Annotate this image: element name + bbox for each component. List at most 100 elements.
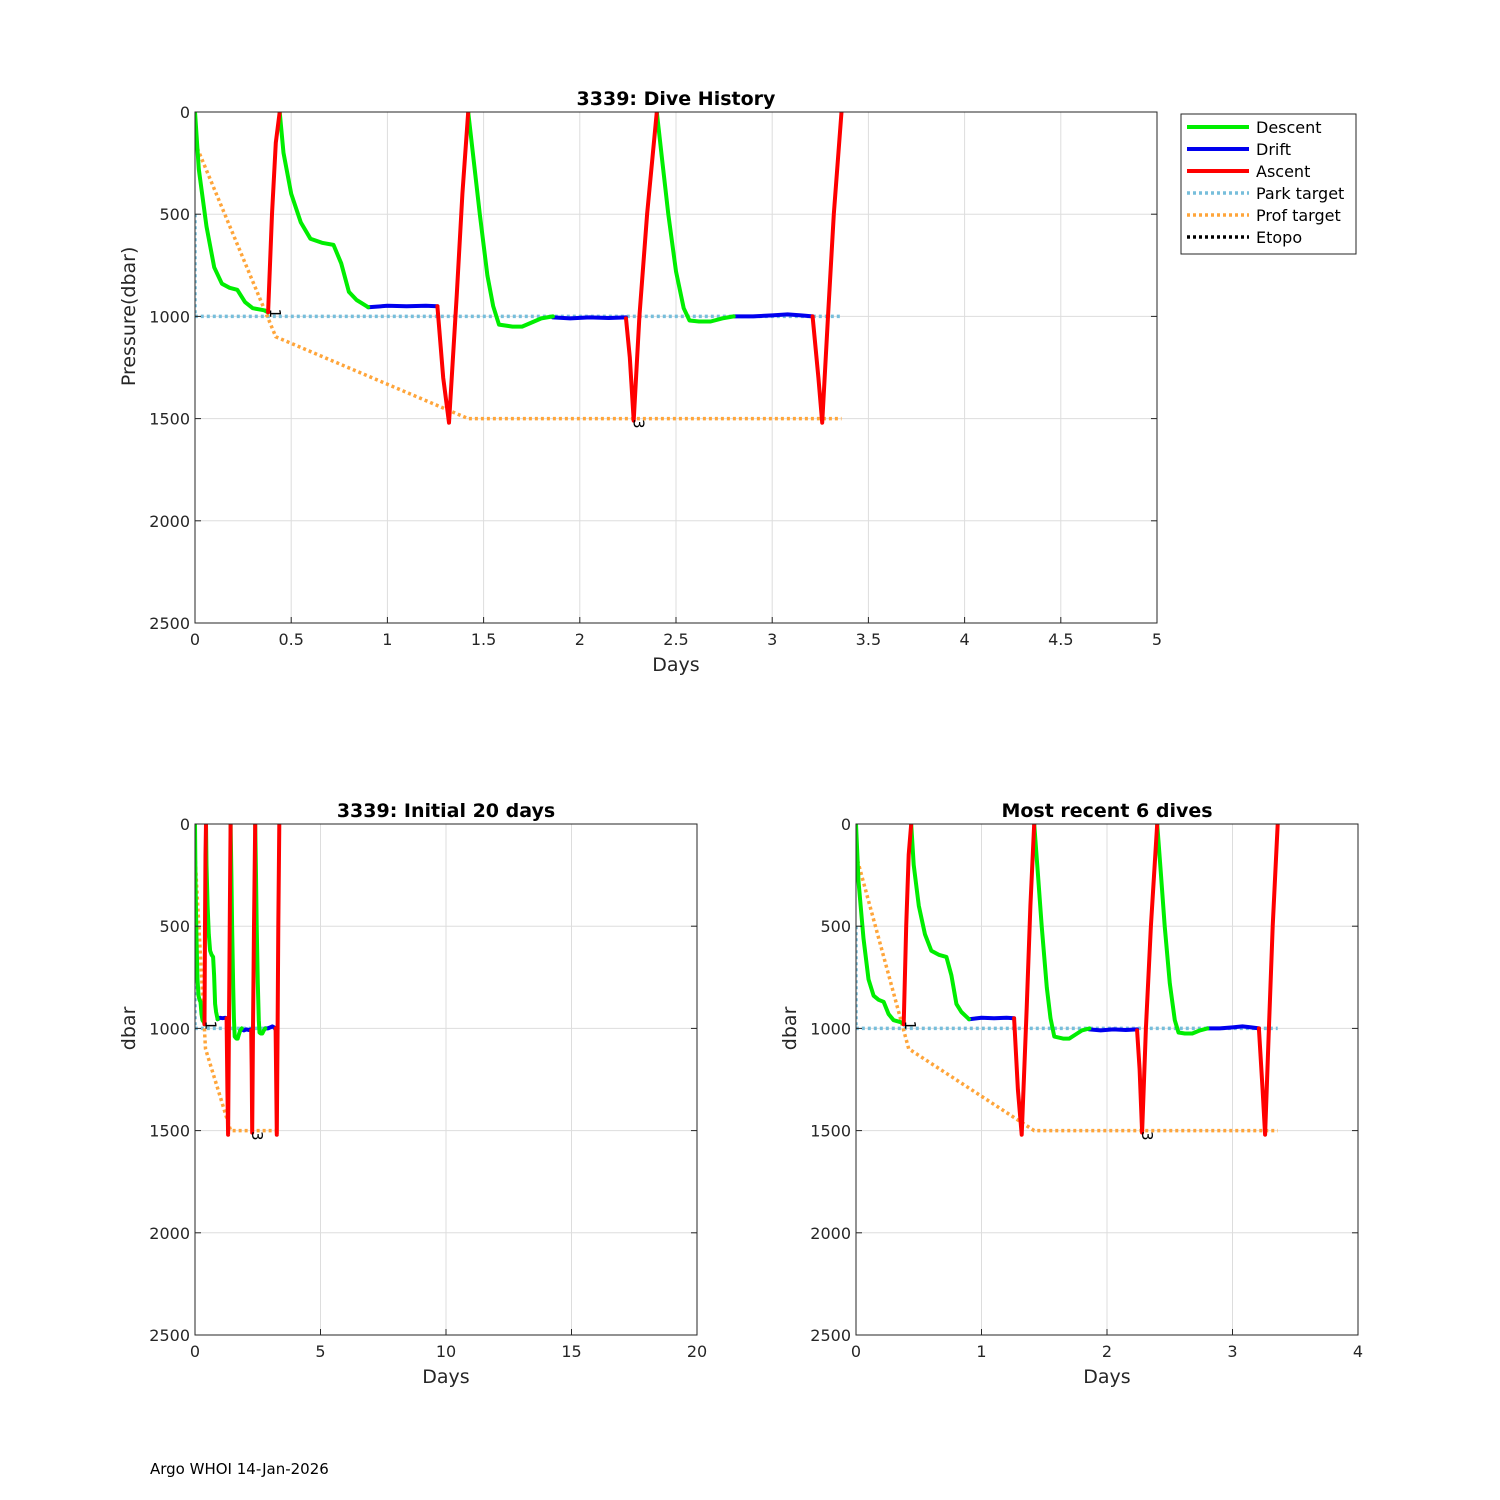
ascent-segment [435, 112, 471, 425]
x-tick-label: 15 [561, 1342, 581, 1361]
prof-target-line [856, 854, 1278, 1133]
descent-segment [856, 824, 906, 1027]
y-tick-label: 1000 [149, 307, 190, 326]
x-tick-label: 2.5 [663, 630, 688, 649]
x-tick-label: 3 [1227, 1342, 1237, 1361]
drift-segment [731, 312, 815, 319]
x-tick-label: 2 [1102, 1342, 1112, 1361]
x-axis-label: Days [652, 654, 699, 676]
y-tick-label: 2000 [149, 512, 190, 531]
y-tick-label: 1000 [810, 1019, 851, 1038]
x-tick-label: 3.5 [856, 630, 881, 649]
drift-segment [366, 303, 440, 310]
legend-label-park-target: Park target [1256, 184, 1344, 203]
y-axis-label: dbar [118, 1006, 140, 1050]
drift-segment [967, 1015, 1017, 1022]
ascent-segment [224, 824, 233, 1137]
y-tick-label: 2500 [149, 1326, 190, 1345]
prof-target-line [195, 854, 280, 1133]
x-tick-label: 1 [976, 1342, 986, 1361]
x-tick-label: 4 [960, 630, 970, 649]
descent-segment [277, 112, 371, 310]
x-tick-label: 0.5 [278, 630, 303, 649]
ascent-segment [624, 112, 659, 423]
legend-label-drift: Drift [1256, 140, 1291, 159]
drift-segment [1205, 1024, 1261, 1031]
descent-segment [909, 824, 971, 1022]
recent-6-dives-chart: 1 3 0 1 2 3 4 0 500 1000 1500 2000 2500 Most recent 6… [779, 800, 1363, 1388]
x-tick-label: 1.5 [471, 630, 496, 649]
x-tick-label: 0 [190, 1342, 200, 1361]
x-tick-label: 4.5 [1048, 630, 1073, 649]
ascent-segment [810, 112, 844, 425]
y-tick-label: 1500 [149, 1122, 190, 1141]
x-axis-label: Days [422, 1366, 469, 1388]
footer-credit: Argo WHOI 14-Jan-2026 [150, 1460, 329, 1478]
data-layer [856, 824, 1280, 1137]
profile-number-label: 1 [901, 1021, 919, 1031]
chart-title: Most recent 6 dives [1001, 800, 1212, 822]
y-tick-label: 1000 [149, 1019, 190, 1038]
x-axis-label: Days [1083, 1366, 1130, 1388]
legend-label-prof-target: Prof target [1256, 206, 1341, 225]
y-tick-label: 500 [820, 917, 851, 936]
x-tick-label: 0 [190, 630, 200, 649]
drift-segment [1087, 1027, 1140, 1033]
x-tick-label: 2 [575, 630, 585, 649]
ascent-segment [266, 112, 282, 315]
y-tick-label: 2000 [810, 1224, 851, 1243]
y-axis-label: Pressure(dbar) [118, 247, 140, 387]
ascent-segment [1256, 824, 1280, 1137]
legend: Descent Drift Ascent Park target Prof target… [1180, 113, 1357, 255]
data-layer [195, 112, 844, 425]
legend-label-ascent: Ascent [1256, 162, 1310, 181]
descent-segment [1155, 824, 1210, 1036]
y-tick-label: 0 [180, 103, 190, 122]
profile-number-label: 3 [248, 1131, 266, 1141]
ascent-segment [901, 824, 914, 1027]
y-tick-label: 2000 [149, 1224, 190, 1243]
y-tick-label: 0 [180, 815, 190, 834]
y-tick-label: 1500 [810, 1122, 851, 1141]
ascent-segment [249, 824, 258, 1135]
x-tick-label: 0 [851, 1342, 861, 1361]
ascent-segment [1135, 824, 1160, 1135]
profile-number-label: 3 [630, 419, 648, 429]
profile-number-label: 1 [202, 1021, 220, 1031]
x-tick-label: 1 [382, 630, 392, 649]
profile-number-label: 1 [266, 309, 284, 319]
profile-number-label: 3 [1138, 1131, 1156, 1141]
y-axis-label: dbar [779, 1006, 801, 1050]
x-tick-label: 4 [1353, 1342, 1363, 1361]
y-tick-label: 0 [841, 815, 851, 834]
descent-segment [1032, 824, 1092, 1041]
descent-segment [253, 824, 268, 1036]
prof-target-line [195, 142, 842, 421]
legend-label-etopo: Etopo [1256, 228, 1302, 247]
x-tick-label: 20 [687, 1342, 707, 1361]
ascent-segment [273, 824, 282, 1137]
y-tick-label: 2500 [149, 614, 190, 633]
y-tick-label: 500 [159, 917, 190, 936]
x-tick-label: 10 [436, 1342, 456, 1361]
dive-history-chart: 1 3 0 0.5 1 1.5 2 2.5 3 3.5 4 4.5 5 0 500 1000 1500 2000 2… [118, 88, 1162, 676]
initial-20-days-chart: 1 3 0 5 10 15 20 0 500 1000 1500 2000 2500 3339: Init… [118, 800, 707, 1388]
y-tick-label: 2500 [810, 1326, 851, 1345]
chart-title: 3339: Initial 20 days [337, 800, 555, 822]
chart-title: 3339: Dive History [577, 88, 776, 110]
x-tick-label: 5 [1152, 630, 1162, 649]
data-layer [195, 824, 282, 1137]
y-tick-label: 1500 [149, 410, 190, 429]
ascent-segment [1012, 824, 1037, 1137]
drift-segment [550, 315, 628, 321]
ascent-segment [202, 824, 208, 1027]
x-tick-label: 3 [767, 630, 777, 649]
y-tick-label: 500 [159, 205, 190, 224]
descent-segment [466, 112, 555, 329]
descent-segment [195, 112, 271, 315]
legend-label-descent: Descent [1256, 118, 1322, 137]
legend-box [1180, 113, 1357, 255]
descent-segment [654, 112, 736, 324]
x-tick-label: 5 [315, 1342, 325, 1361]
